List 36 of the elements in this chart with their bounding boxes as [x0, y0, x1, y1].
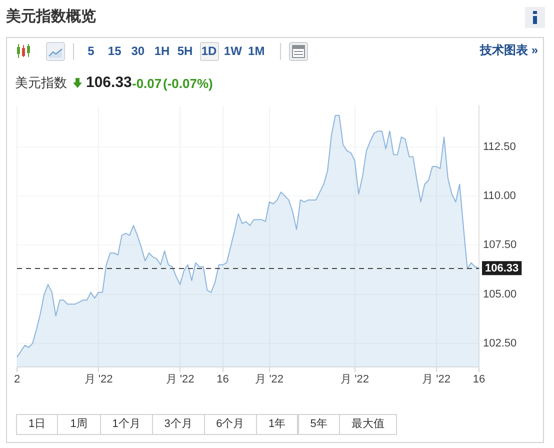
text: 技术图表 »	[480, 43, 538, 57]
x-tick-label: 月 '22	[166, 374, 194, 386]
text: 106.33	[86, 74, 132, 92]
button: 1个月	[100, 414, 153, 435]
text: 30	[131, 44, 145, 58]
text: 1M	[248, 44, 265, 58]
text: (-0.07%)	[163, 76, 213, 91]
y-tick-label: 105.00	[483, 288, 517, 300]
y-tick-label: 107.50	[483, 239, 517, 252]
chart-subtitle: 美元指数	[15, 75, 67, 91]
y-tick-label: 110.00	[483, 190, 516, 202]
x-tick-label: 16	[216, 374, 229, 386]
chart-title: 美元指数概览	[6, 8, 96, 26]
button: 1周	[57, 414, 101, 435]
x-tick-label: 月 '22	[422, 374, 450, 386]
button: 6个月	[204, 414, 257, 435]
text: 1W	[224, 44, 242, 58]
button: 3个月	[152, 414, 205, 435]
ref-line-label: 106.33	[485, 262, 519, 275]
y-tick-label: 102.50	[483, 337, 517, 350]
text: 1D	[201, 44, 217, 58]
x-tick-label: 月 '22	[340, 374, 369, 386]
x-tick-label: 2	[14, 374, 20, 386]
text: 5H	[177, 44, 193, 58]
button: 1年	[256, 414, 298, 435]
button: 最大值	[339, 414, 397, 435]
text: 1H	[154, 44, 170, 58]
text: 15	[108, 44, 122, 58]
text: 5	[88, 44, 94, 58]
x-tick-label: 16	[472, 374, 486, 386]
button: 5年	[298, 414, 340, 435]
button: 1日	[16, 414, 58, 435]
text: -0.07	[132, 76, 162, 91]
x-tick-label: 月 '22	[84, 374, 113, 386]
y-tick-label: 112.50	[483, 140, 516, 153]
x-tick-label: 月 '22	[255, 374, 284, 386]
